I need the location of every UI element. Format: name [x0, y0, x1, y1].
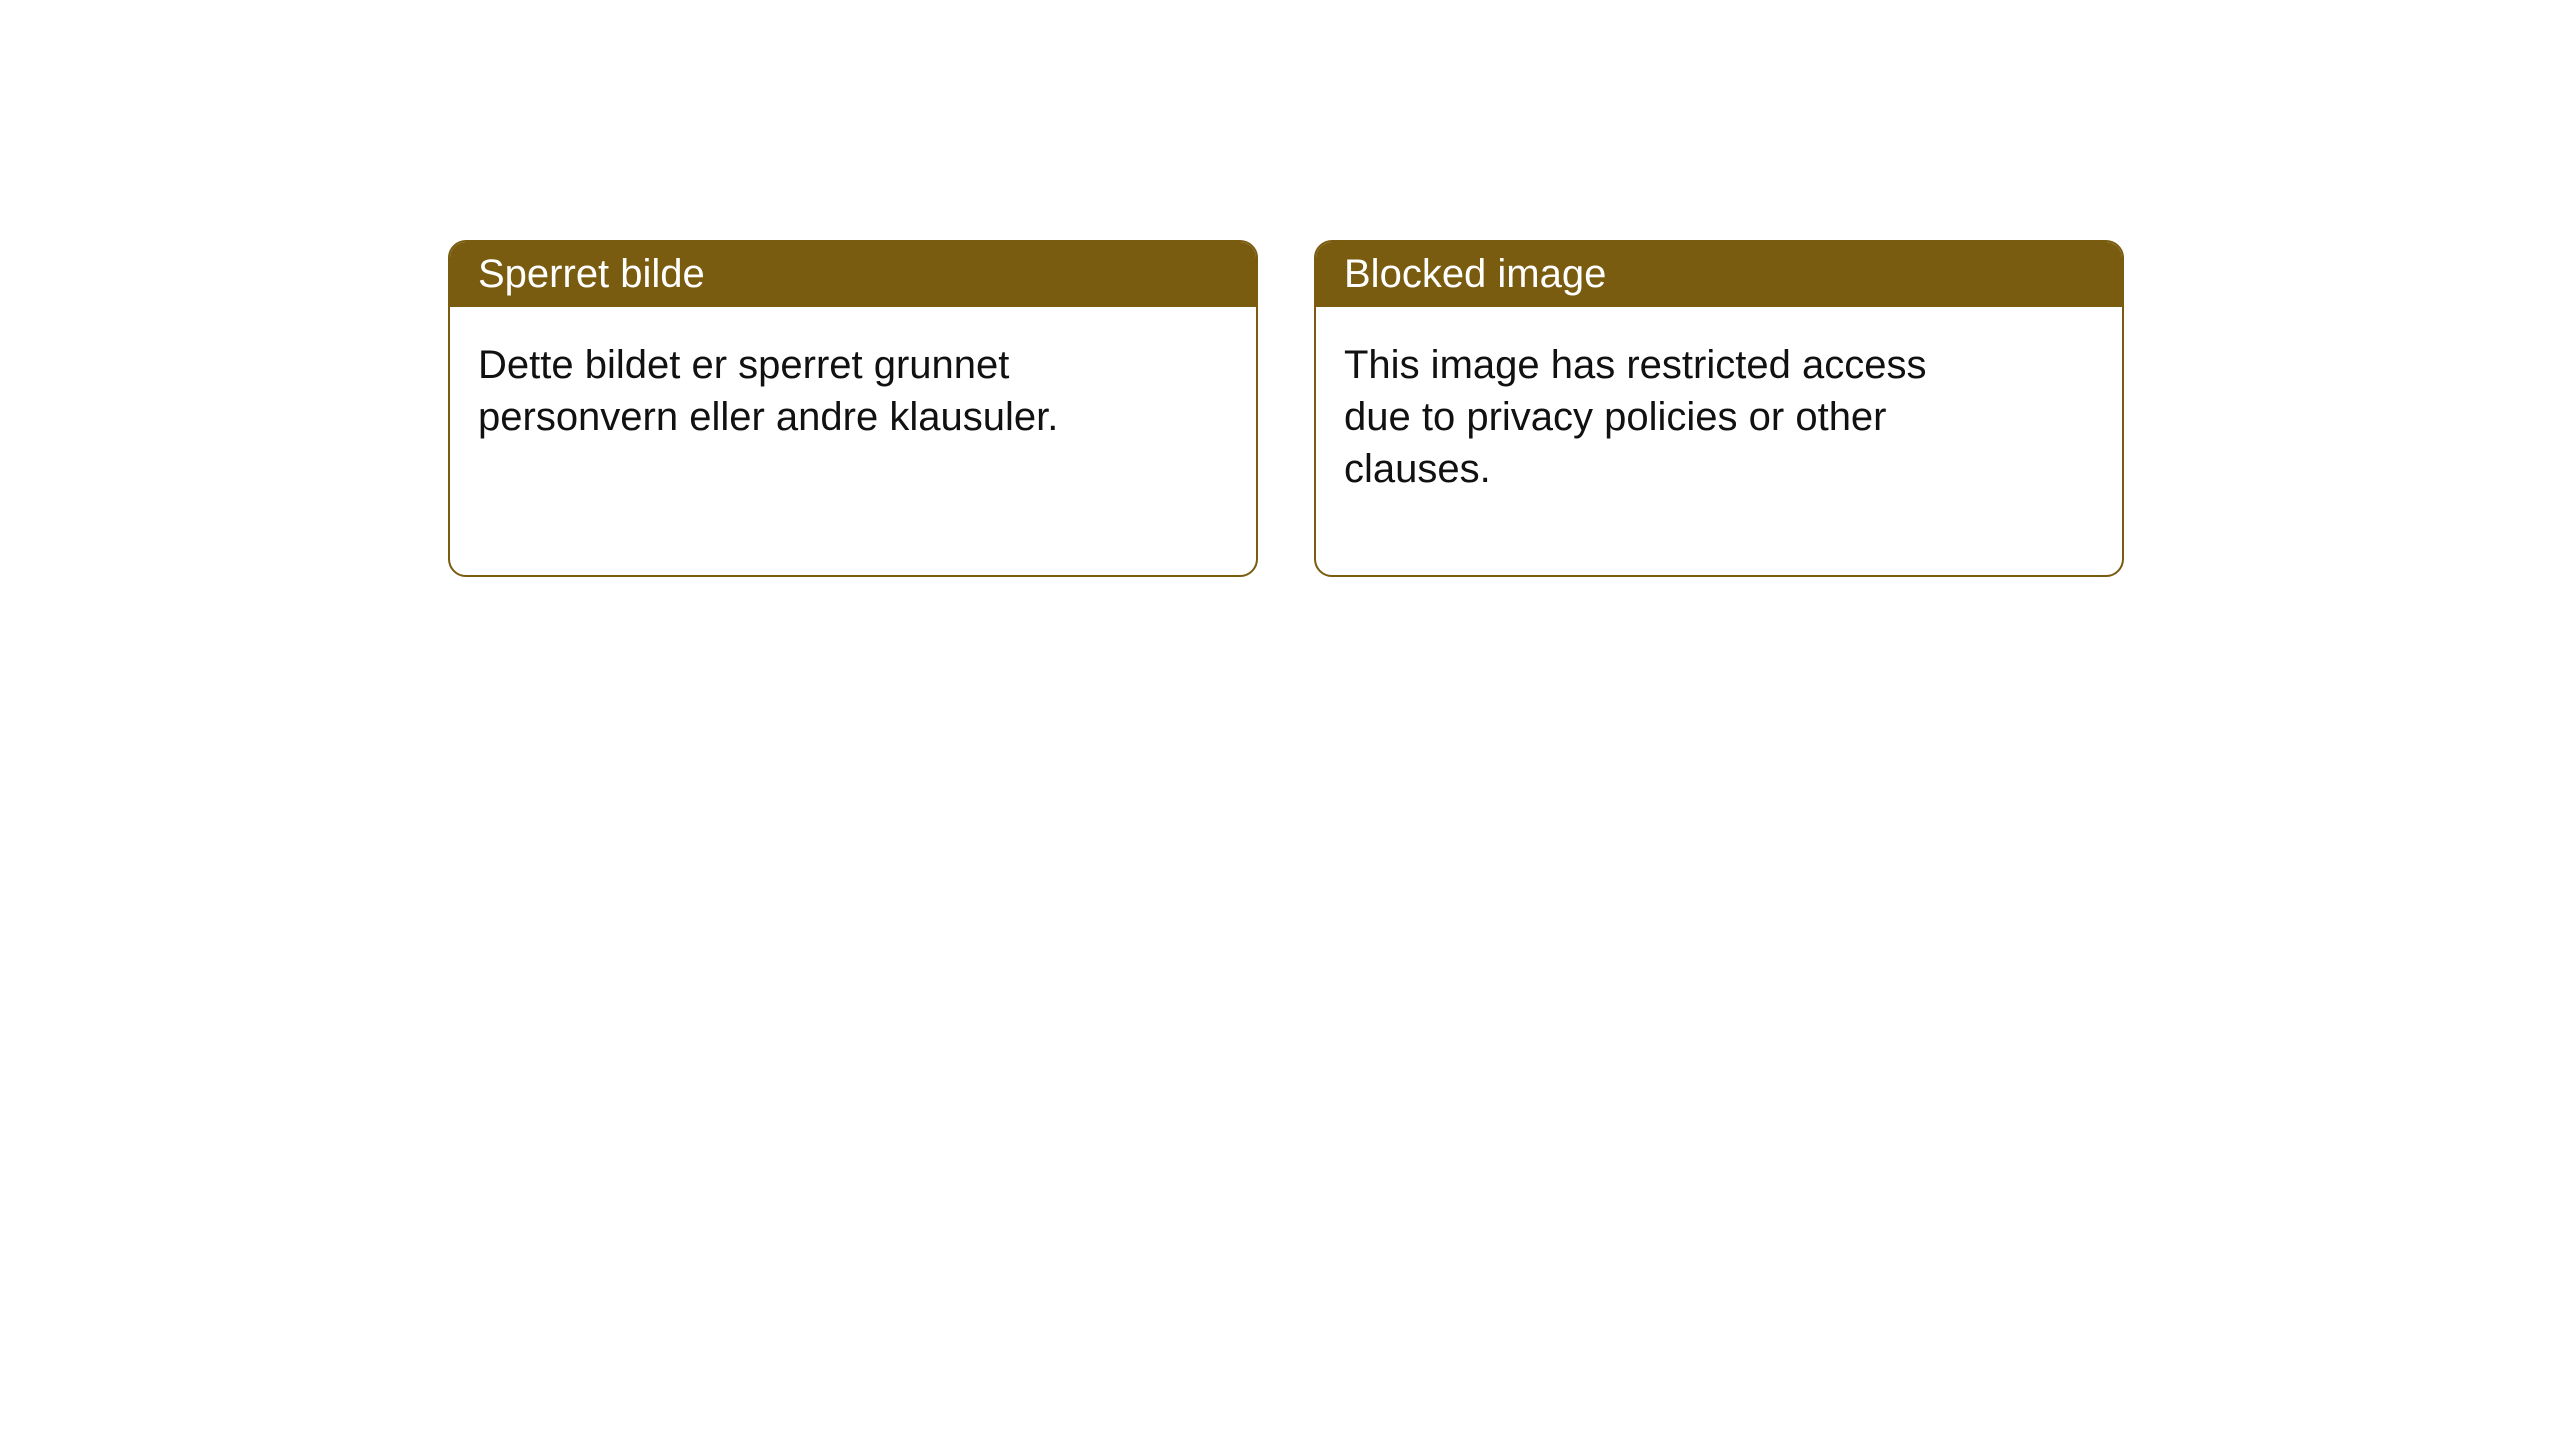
notice-card-no: Sperret bilde Dette bildet er sperret gr… [448, 240, 1258, 577]
notice-message-en: This image has restricted access due to … [1316, 307, 2016, 575]
notice-title-no: Sperret bilde [450, 242, 1256, 307]
notice-card-en: Blocked image This image has restricted … [1314, 240, 2124, 577]
notice-title-en: Blocked image [1316, 242, 2122, 307]
notice-container: Sperret bilde Dette bildet er sperret gr… [0, 0, 2560, 577]
notice-message-no: Dette bildet er sperret grunnet personve… [450, 307, 1150, 523]
